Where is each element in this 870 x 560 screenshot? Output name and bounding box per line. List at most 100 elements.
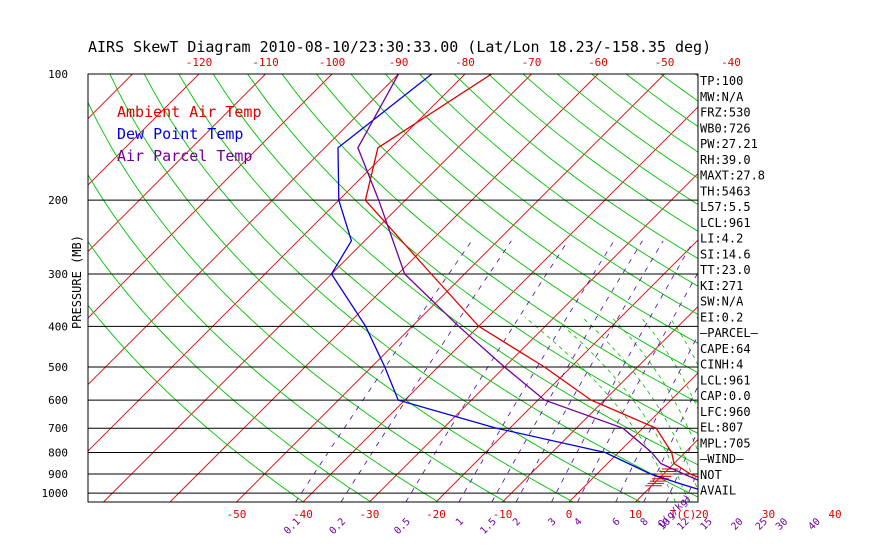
- moist-adiabat-line: [815, 317, 822, 502]
- mixing-ratio-tick-label: 40: [807, 516, 823, 532]
- y-tick-label: 1000: [42, 487, 69, 500]
- isotherm-line: [88, 74, 266, 253]
- mixing-ratio-line: [784, 241, 870, 502]
- x-tick-label-bottom: -10: [493, 508, 513, 521]
- dry-adiabat-line: [88, 304, 304, 502]
- y-tick-label: 400: [48, 320, 68, 333]
- isotherm-line: [502, 305, 698, 502]
- index-value: KI:271: [700, 279, 743, 293]
- index-value: PW:27.21: [700, 137, 758, 151]
- y-tick-label: 600: [48, 394, 68, 407]
- mixing-ratio-line: [763, 241, 870, 502]
- index-value: NOT: [700, 468, 722, 482]
- dry-adiabat-line: [316, 74, 698, 374]
- index-value: EL:807: [700, 421, 743, 435]
- legend-entry: Dew Point Temp: [117, 125, 243, 143]
- x-tick-label-bottom: 20: [695, 508, 708, 521]
- dry-adiabat-line: [88, 173, 439, 502]
- mixing-ratio-line: [684, 470, 698, 502]
- mixing-ratio-line: [515, 240, 664, 502]
- index-value: LCL:961: [700, 216, 751, 230]
- index-value: RH:39.0: [700, 153, 751, 167]
- dry-adiabat-line: [798, 74, 870, 502]
- moist-adiabat-line: [552, 316, 690, 502]
- index-value: FRZ:530: [700, 106, 751, 120]
- x-unit-label: T(C): [670, 508, 697, 521]
- isotherm-line: [302, 106, 698, 502]
- dry-adiabat-line: [143, 74, 641, 502]
- index-value: MPL:705: [700, 436, 751, 450]
- chart-title: AIRS SkewT Diagram 2010-08-10/23:30:33.0…: [88, 38, 711, 56]
- index-value: SW:N/A: [700, 295, 744, 309]
- x-tick-label-top: -60: [588, 56, 608, 69]
- isotherm-line: [236, 74, 665, 502]
- dry-adiabat-line: [488, 74, 698, 232]
- moist-adiabat-line: [748, 317, 782, 502]
- moist-adiabat-line: [611, 316, 698, 453]
- index-value: WB0:726: [700, 121, 751, 135]
- dry-adiabat-line: [419, 74, 698, 287]
- y-tick-label: 100: [48, 68, 68, 81]
- y-tick-label: 300: [48, 268, 68, 281]
- legend-entry: Air Parcel Temp: [117, 147, 252, 165]
- dry-adiabat-line: [350, 74, 698, 344]
- index-value: TP:100: [700, 74, 743, 88]
- dry-adiabat-line: [212, 74, 698, 466]
- isotherm-line: [435, 239, 698, 502]
- x-tick-label-bottom: 40: [828, 508, 841, 521]
- y-tick-label: 700: [48, 422, 68, 435]
- mixing-ratio-line: [458, 240, 615, 502]
- index-value: LI:4.2: [700, 232, 743, 246]
- series-line-dew-point-temp: [330, 74, 698, 490]
- mixing-ratio-tick-label: 0.5: [392, 516, 413, 537]
- index-value: CAP:0.0: [700, 389, 751, 403]
- moist-adiabat-line: [835, 317, 836, 502]
- mixing-ratio-line: [340, 240, 512, 502]
- isotherm-line: [835, 74, 870, 502]
- index-value: AVAIL: [700, 484, 736, 498]
- mixing-ratio-tick-label: 3: [546, 516, 558, 528]
- mixing-ratio-tick-label: 0.2: [328, 516, 349, 537]
- index-value: TT:23.0: [700, 263, 751, 277]
- x-tick-label-top: -110: [252, 56, 279, 69]
- x-tick-label-top: -70: [522, 56, 542, 69]
- dry-adiabat-line: [178, 74, 698, 498]
- index-value: SI:14.6: [700, 247, 751, 261]
- isotherm-line: [88, 74, 399, 386]
- index-value: CAPE:64: [700, 342, 751, 356]
- mixing-ratio-line: [295, 240, 473, 502]
- moist-adiabat-line: [668, 316, 698, 367]
- x-tick-label-top: -100: [319, 56, 346, 69]
- mixing-ratio-tick-label: 2: [511, 516, 523, 528]
- dry-adiabat-line: [281, 74, 698, 404]
- isotherm-line: [769, 74, 870, 502]
- isotherm-line: [0, 74, 66, 502]
- index-value: L57:5.5: [700, 200, 751, 214]
- x-tick-label-bottom: -40: [293, 508, 313, 521]
- index-value: CINH:4: [700, 358, 743, 372]
- dry-adiabat-line: [88, 240, 372, 502]
- isotherm-line: [88, 74, 200, 186]
- index-value: —WIND—: [700, 452, 744, 466]
- y-tick-label: 900: [48, 468, 68, 481]
- isotherm-line: [88, 74, 466, 452]
- index-value: MW:N/A: [700, 90, 744, 104]
- mixing-ratio-line: [491, 240, 643, 502]
- series-line-ambient-air-temp: [364, 74, 698, 478]
- x-tick-label-top: -50: [655, 56, 675, 69]
- plot-frame: [87, 73, 699, 503]
- mixing-ratio-line: [551, 240, 694, 502]
- mixing-ratio-line: [816, 241, 870, 502]
- plot-area: [0, 74, 870, 502]
- dry-adiabat-line: [88, 101, 507, 502]
- x-tick-label-bottom: -20: [426, 508, 446, 521]
- y-tick-label: 500: [48, 361, 68, 374]
- y-axis-label: PRESSURE (MB): [70, 235, 84, 329]
- x-tick-label-bottom: 30: [762, 508, 775, 521]
- x-tick-label-top: -90: [389, 56, 409, 69]
- index-value: EI:0.2: [700, 310, 743, 324]
- mixing-ratio-line: [665, 429, 698, 502]
- index-value: LFC:960: [700, 405, 751, 419]
